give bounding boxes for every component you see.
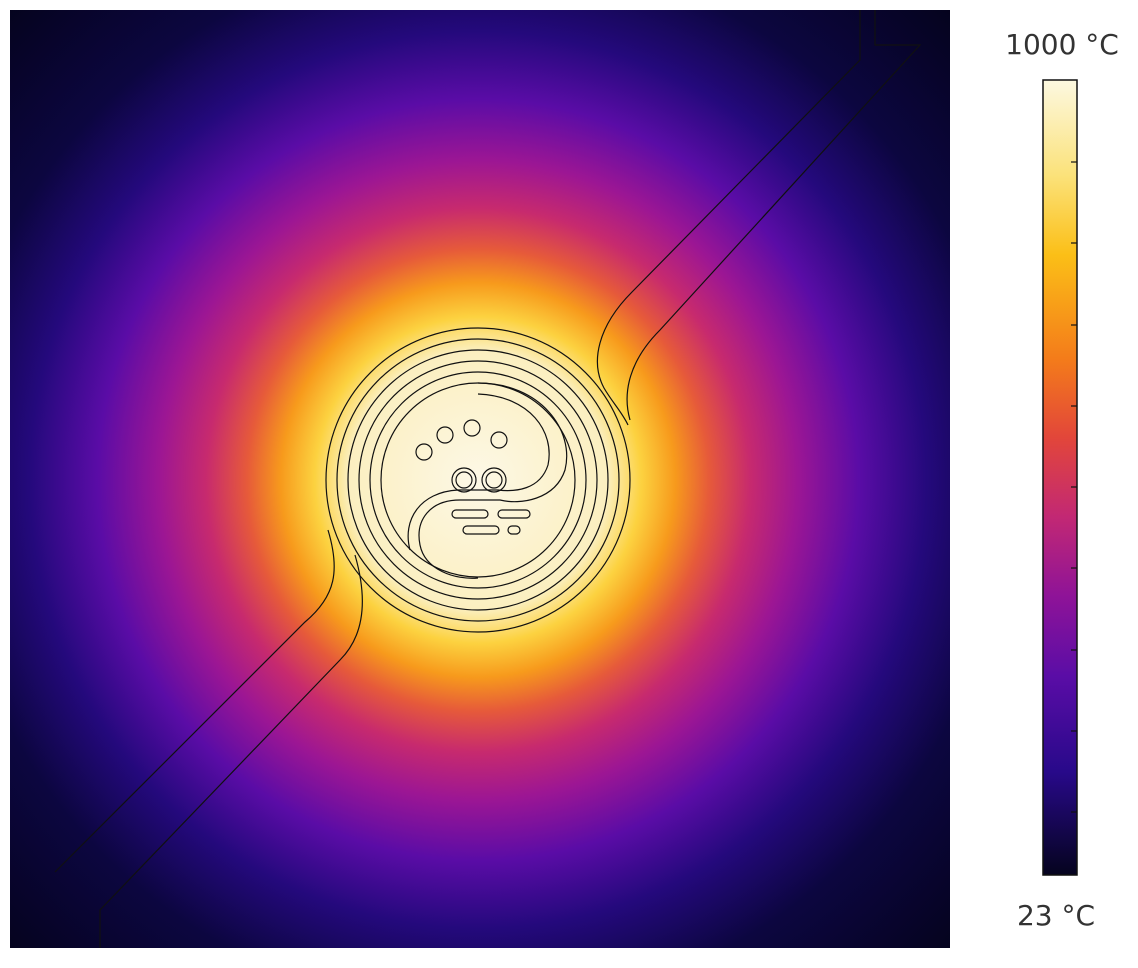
hole	[485, 471, 503, 489]
channel-edge	[54, 529, 335, 873]
hole	[436, 426, 454, 444]
slot	[451, 509, 489, 519]
colorbar: 1000 °C 23 °C	[1005, 28, 1119, 932]
hole	[490, 431, 508, 449]
slot	[462, 525, 500, 535]
hole	[415, 443, 433, 461]
geometry-outline	[54, 10, 922, 948]
slot	[497, 509, 531, 519]
hole	[451, 467, 477, 493]
heat-map	[10, 10, 950, 948]
colorbar-min-label: 23 °C	[1017, 899, 1095, 932]
hole	[455, 471, 473, 489]
coil-inner	[407, 393, 550, 551]
coil-ring	[325, 327, 631, 633]
channel-edge	[99, 554, 363, 948]
coil-inner	[418, 382, 568, 579]
colorbar-max-label: 1000 °C	[1005, 28, 1119, 61]
coil-ring	[358, 360, 598, 600]
colorbar-scale	[1042, 79, 1078, 876]
channel-edge	[626, 10, 922, 421]
coil-ring	[369, 371, 587, 589]
hole	[463, 419, 481, 437]
channel-edge	[596, 10, 861, 426]
hole	[481, 467, 507, 493]
slot	[507, 525, 521, 535]
coil-ring	[336, 338, 620, 622]
coil-ring	[347, 349, 609, 611]
colorbar-ticks	[1071, 161, 1077, 813]
